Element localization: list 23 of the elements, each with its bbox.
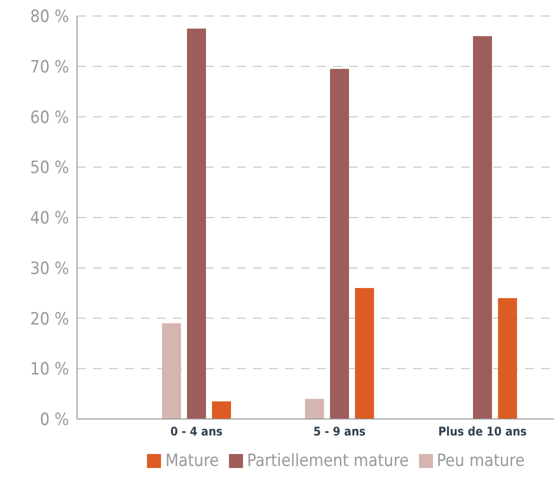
y-tick-label: 50 % [30, 158, 69, 178]
y-tick-label: 40 % [30, 208, 69, 229]
bar [355, 288, 374, 419]
bar [305, 398, 324, 419]
bar [473, 36, 492, 419]
x-tick-label: Plus de 10 ans [438, 424, 527, 439]
bar [187, 28, 206, 419]
bar [212, 401, 231, 419]
y-tick-label: 10 % [30, 360, 69, 380]
legend-label: Mature [165, 451, 219, 471]
y-tick-label: 0 % [40, 410, 69, 430]
bar [330, 68, 349, 419]
y-tick-label: 30 % [30, 258, 69, 279]
legend-label: Partiellement mature [246, 451, 409, 471]
y-tick-label: 60 % [30, 108, 69, 128]
bar [162, 323, 181, 419]
bar [498, 298, 517, 419]
y-tick-label: 80 % [30, 7, 69, 28]
x-tick-label: 5 - 9 ans [313, 424, 366, 439]
legend-label: Peu mature [436, 451, 525, 471]
x-tick-label: 0 - 4 ans [170, 424, 223, 439]
y-tick-label: 20 % [30, 309, 69, 330]
y-tick-label: 70 % [30, 57, 69, 78]
